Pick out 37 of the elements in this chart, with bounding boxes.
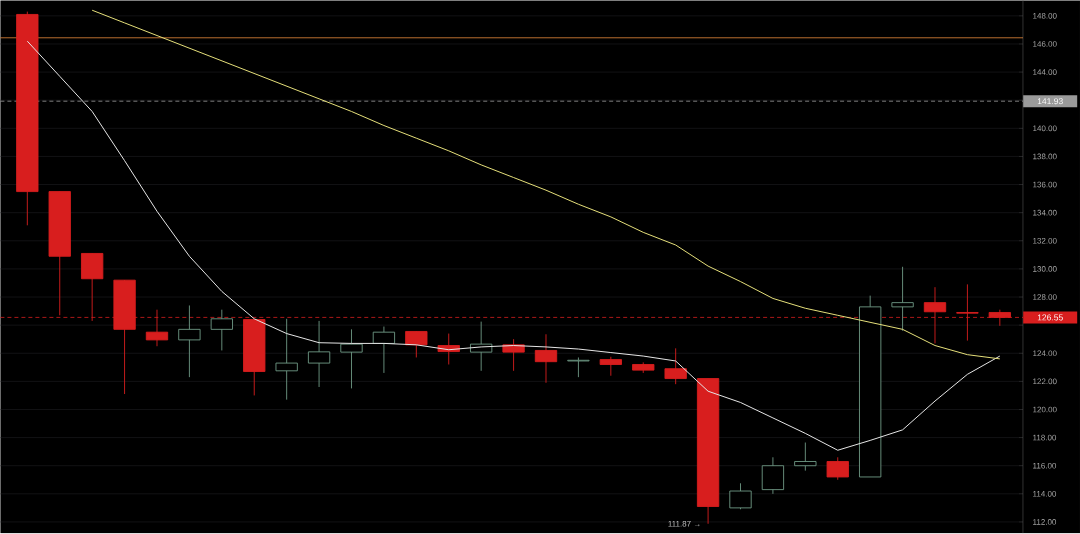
y-tick-label: 144.00 bbox=[1033, 69, 1057, 76]
candlestick bbox=[275, 318, 298, 401]
y-tick-label: 128.00 bbox=[1033, 294, 1057, 301]
ref-line-label: 126.55 bbox=[1037, 314, 1063, 321]
candlestick bbox=[178, 305, 201, 378]
y-tick-label: 124.00 bbox=[1033, 350, 1057, 357]
y-tick-label: 116.00 bbox=[1033, 463, 1057, 469]
y-tick-label: 140.00 bbox=[1033, 125, 1057, 132]
y-tick-label: 114.00 bbox=[1033, 491, 1057, 497]
y-tick-label: 118.00 bbox=[1033, 434, 1057, 441]
y-tick-label: 136.00 bbox=[1033, 181, 1057, 188]
candlestick bbox=[567, 357, 590, 378]
candlestick bbox=[372, 326, 396, 374]
y-tick-label: 134.00 bbox=[1033, 210, 1057, 216]
candlestick bbox=[599, 356, 622, 377]
y-tick-label: 146.00 bbox=[1033, 41, 1057, 48]
candlestick bbox=[729, 483, 752, 510]
candlestick bbox=[826, 457, 849, 481]
candlestick bbox=[307, 320, 331, 388]
candlestick bbox=[761, 457, 785, 495]
candlestick bbox=[794, 442, 817, 472]
y-tick-label: 122.00 bbox=[1033, 378, 1057, 385]
candlestick bbox=[664, 348, 687, 385]
y-tick-label: 120.00 bbox=[1033, 406, 1057, 413]
y-tick-label: 148.00 bbox=[1033, 13, 1057, 19]
y-tick-label: 130.00 bbox=[1033, 266, 1057, 272]
line-series bbox=[26, 40, 1001, 451]
y-tick-label: 138.00 bbox=[1033, 153, 1057, 160]
y-tick-label: 112.00 bbox=[1033, 519, 1057, 525]
candlestick bbox=[891, 266, 914, 332]
candlestick bbox=[405, 331, 428, 359]
annotation: 111.87 → bbox=[668, 521, 700, 527]
y-tick-label: 132.00 bbox=[1033, 238, 1057, 244]
candlestick bbox=[534, 334, 558, 384]
candlestick bbox=[340, 329, 363, 390]
ref-line-label: 141.93 bbox=[1037, 98, 1063, 105]
candlestick bbox=[210, 309, 233, 352]
